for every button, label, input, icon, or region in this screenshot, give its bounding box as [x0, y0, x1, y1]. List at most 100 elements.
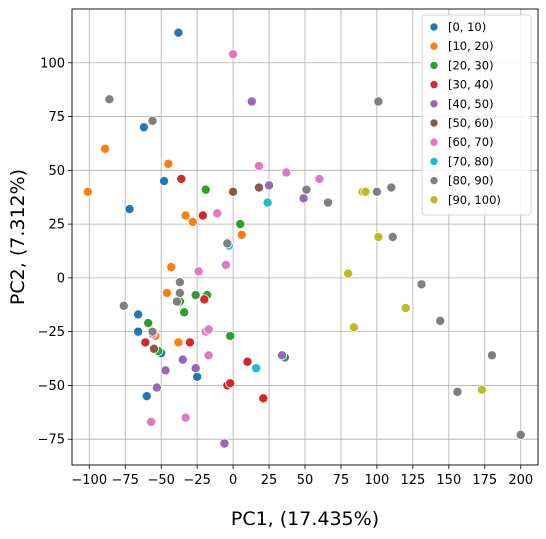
data-point-series-4 — [151, 382, 162, 393]
y-tick-label: −50 — [38, 379, 65, 394]
data-point-series-2 — [225, 330, 236, 341]
data-point-series-3 — [199, 294, 210, 305]
legend-marker — [429, 61, 439, 70]
data-point-series-0 — [141, 391, 152, 402]
data-point-series-0 — [173, 27, 184, 38]
data-points — [82, 27, 526, 449]
data-point-series-8 — [301, 184, 312, 195]
data-point-series-8 — [373, 96, 384, 107]
data-point-series-0 — [133, 309, 144, 320]
legend-marker — [429, 99, 439, 109]
data-point-series-8 — [323, 197, 334, 208]
legend-entry-label: [70, 80) — [448, 154, 494, 168]
data-point-series-8 — [174, 287, 185, 298]
data-point-series-8 — [515, 429, 526, 440]
x-tick-label: 175 — [472, 473, 497, 488]
legend-entry-label: [80, 90) — [448, 174, 494, 188]
x-tick-label: 200 — [508, 473, 533, 488]
legend-marker — [429, 137, 439, 147]
legend-entry-label: [90, 100) — [448, 193, 501, 207]
y-tick-label: 75 — [48, 110, 65, 125]
data-point-series-3 — [225, 378, 236, 389]
data-point-series-4 — [298, 193, 309, 204]
data-point-series-1 — [166, 262, 177, 273]
data-point-series-5 — [253, 182, 264, 193]
data-point-series-0 — [192, 371, 203, 382]
data-point-series-3 — [197, 210, 208, 221]
data-point-series-8 — [104, 94, 115, 105]
data-point-series-6 — [146, 416, 157, 427]
y-tick-label: 0 — [57, 271, 65, 286]
x-tick-label: 50 — [297, 473, 314, 488]
data-point-series-6 — [253, 161, 264, 172]
data-point-series-9 — [373, 231, 384, 242]
legend-marker — [429, 41, 439, 51]
legend-entry-label: [10, 20) — [448, 39, 494, 53]
data-point-series-4 — [177, 354, 188, 365]
data-point-series-1 — [161, 287, 172, 298]
x-tick-label: 0 — [229, 473, 237, 488]
data-point-series-3 — [176, 173, 187, 184]
data-point-series-2 — [190, 290, 201, 301]
legend-entry-label: [60, 70) — [448, 135, 494, 149]
data-point-series-9 — [476, 384, 487, 395]
y-tick-label: 100 — [40, 56, 65, 71]
legend-marker — [429, 22, 439, 32]
x-tick-label: −75 — [111, 473, 138, 488]
data-point-series-6 — [212, 208, 223, 219]
data-point-series-8 — [371, 186, 382, 197]
data-point-series-0 — [133, 326, 144, 337]
data-point-series-0 — [159, 176, 170, 187]
data-point-series-9 — [343, 268, 354, 279]
data-point-series-0 — [124, 204, 135, 215]
data-point-series-9 — [400, 302, 411, 313]
legend-entry-label: [0, 10) — [448, 20, 486, 34]
x-tick-label: 25 — [261, 473, 278, 488]
data-point-series-2 — [235, 219, 246, 230]
data-point-series-6 — [203, 350, 214, 361]
legend-entry-label: [40, 50) — [448, 97, 494, 111]
data-point-series-3 — [140, 337, 151, 348]
data-point-series-1 — [180, 210, 191, 221]
data-point-series-8 — [147, 326, 158, 337]
data-point-series-6 — [203, 324, 214, 335]
data-point-series-6 — [314, 173, 325, 184]
data-point-series-1 — [82, 186, 93, 197]
data-point-series-6 — [228, 49, 239, 60]
data-point-series-9 — [360, 186, 371, 197]
data-point-series-7 — [262, 197, 273, 208]
x-tick-label: −25 — [183, 473, 210, 488]
data-point-series-4 — [219, 438, 230, 449]
data-point-series-8 — [386, 182, 397, 193]
data-point-series-4 — [160, 365, 171, 376]
data-point-series-4 — [246, 96, 257, 107]
x-tick-label: −50 — [147, 473, 174, 488]
data-point-series-4 — [264, 180, 275, 191]
x-tick-label: 150 — [436, 473, 461, 488]
y-axis-label: PC2, (7.312%) — [7, 169, 29, 305]
y-tick-label: 25 — [48, 218, 65, 233]
legend-marker — [429, 80, 439, 89]
legend-marker — [429, 157, 439, 166]
data-point-series-3 — [242, 356, 253, 367]
data-point-series-3 — [184, 337, 195, 348]
data-point-series-8 — [147, 115, 158, 126]
data-point-series-8 — [171, 296, 182, 307]
y-tick-label: −75 — [38, 433, 65, 448]
legend-entry-label: [20, 30) — [448, 58, 494, 72]
data-point-series-2 — [179, 307, 190, 318]
legend-marker — [429, 176, 439, 185]
data-point-series-8 — [174, 277, 185, 288]
legend: [0, 10) [10, 20) [20, 30) [30, 40) [40, 50) [… — [421, 14, 532, 216]
data-point-series-2 — [200, 184, 211, 195]
data-point-series-0 — [138, 122, 149, 133]
data-point-series-4 — [190, 363, 201, 374]
data-point-series-8 — [435, 315, 446, 326]
x-tick-label: 125 — [400, 473, 425, 488]
data-point-series-1 — [187, 216, 198, 227]
data-point-series-6 — [193, 266, 204, 277]
data-point-series-8 — [486, 350, 497, 361]
data-point-series-1 — [163, 158, 174, 169]
legend-marker — [429, 195, 439, 205]
